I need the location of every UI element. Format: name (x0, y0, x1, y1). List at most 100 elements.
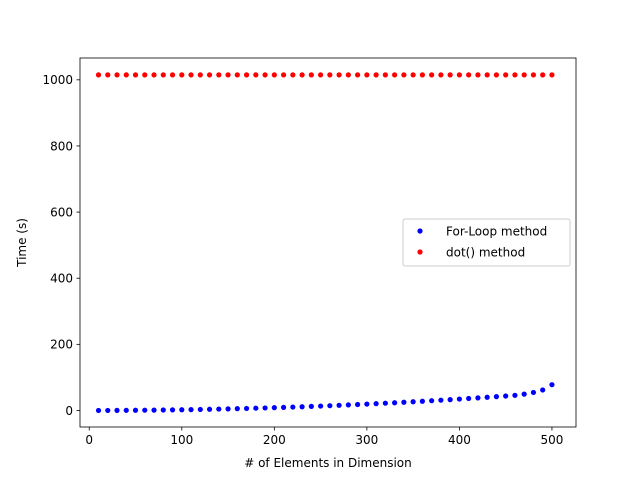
x-tick-label: 300 (355, 433, 378, 447)
data-point-series-0 (401, 399, 407, 405)
data-point-series-1 (503, 72, 509, 78)
data-point-series-1 (410, 72, 416, 78)
data-point-series-0 (225, 406, 231, 412)
data-point-series-1 (382, 72, 388, 78)
data-point-series-1 (243, 72, 250, 78)
plot-area-frame (79, 57, 577, 428)
data-point-series-0 (549, 382, 555, 388)
x-tick-label: 0 (85, 433, 93, 447)
data-point-series-0 (429, 398, 435, 404)
data-point-series-0 (308, 403, 314, 409)
data-point-series-0 (336, 402, 342, 408)
data-point-series-0 (345, 402, 351, 408)
data-point-series-1 (280, 72, 287, 78)
data-point-series-1 (142, 72, 148, 78)
data-point-series-1 (206, 72, 213, 78)
y-tick-label: 200 (50, 338, 73, 352)
data-point-series-0 (151, 407, 157, 413)
data-point-series-1 (105, 72, 111, 78)
data-point-series-1 (364, 72, 370, 78)
data-point-series-1 (392, 72, 398, 78)
legend-label-dot: dot() method (446, 246, 525, 260)
data-point-series-0 (327, 403, 333, 409)
data-point-series-0 (299, 404, 305, 410)
data-point-series-0 (438, 397, 444, 403)
y-tick-label: 400 (50, 272, 73, 286)
data-point-series-1 (549, 72, 555, 78)
data-point-series-1 (419, 72, 425, 78)
data-point-series-0 (216, 406, 222, 412)
data-point-series-0 (142, 407, 148, 413)
x-tick-label: 400 (448, 433, 471, 447)
data-point-series-0 (243, 405, 250, 412)
data-point-series-0 (355, 401, 361, 408)
data-point-series-0 (206, 406, 213, 412)
data-point-series-1 (160, 72, 166, 78)
data-point-series-0 (132, 407, 139, 413)
y-tick-label: 1000 (42, 73, 73, 87)
data-point-series-1 (299, 72, 305, 78)
data-point-series-0 (253, 405, 259, 411)
data-point-series-1 (521, 72, 527, 78)
data-point-series-1 (540, 72, 546, 78)
data-point-series-0 (197, 406, 203, 413)
data-point-series-1 (290, 72, 296, 78)
data-point-series-1 (114, 72, 120, 78)
data-point-series-1 (95, 72, 102, 78)
data-point-series-0 (179, 407, 185, 413)
data-point-series-0 (540, 387, 546, 393)
data-point-series-0 (123, 407, 129, 413)
data-point-series-1 (327, 72, 333, 78)
x-tick-label: 100 (170, 433, 193, 447)
data-point-series-0 (512, 392, 518, 398)
data-point-series-0 (290, 404, 296, 410)
data-point-series-1 (234, 72, 240, 78)
legend-marker-for-loop (417, 228, 423, 234)
data-point-series-1 (456, 72, 462, 78)
data-points (95, 72, 555, 414)
data-point-series-1 (179, 72, 185, 78)
data-point-series-0 (475, 395, 481, 401)
data-point-series-0 (280, 404, 287, 410)
data-point-series-0 (456, 396, 462, 402)
data-point-series-1 (530, 72, 537, 78)
data-point-series-0 (410, 399, 416, 405)
data-point-series-0 (234, 406, 240, 412)
data-point-series-1 (318, 72, 324, 78)
data-point-series-0 (466, 395, 472, 402)
data-point-series-1 (132, 72, 139, 78)
data-point-series-0 (105, 407, 111, 414)
data-point-series-0 (364, 401, 370, 407)
legend-label-for-loop: For-Loop method (446, 225, 547, 239)
data-point-series-1 (373, 72, 379, 78)
y-tick-label: 0 (65, 404, 73, 418)
data-point-series-1 (188, 72, 194, 78)
data-point-series-0 (160, 407, 166, 413)
data-point-series-1 (345, 72, 351, 78)
data-point-series-0 (392, 400, 398, 406)
data-point-series-1 (169, 72, 176, 78)
data-point-series-1 (151, 72, 157, 78)
legend: For-Loop method dot() method (402, 218, 571, 267)
y-tick-label: 800 (50, 139, 73, 153)
data-point-series-1 (225, 72, 231, 78)
data-point-series-1 (401, 72, 407, 78)
y-tick-label: 600 (50, 205, 73, 219)
legend-box (402, 218, 571, 267)
data-point-series-0 (169, 407, 176, 413)
data-point-series-1 (262, 72, 268, 78)
data-point-series-0 (521, 391, 527, 397)
data-point-series-1 (355, 72, 361, 78)
x-tick-label: 200 (263, 433, 286, 447)
data-point-series-1 (512, 72, 518, 78)
data-point-series-0 (318, 403, 324, 409)
data-point-series-1 (216, 72, 222, 78)
data-point-series-0 (188, 407, 194, 413)
legend-marker-dot (417, 249, 423, 255)
data-point-series-1 (429, 72, 435, 78)
data-point-series-0 (373, 401, 379, 407)
data-point-series-1 (197, 72, 203, 78)
data-point-series-0 (95, 407, 102, 414)
data-point-series-0 (530, 389, 537, 396)
